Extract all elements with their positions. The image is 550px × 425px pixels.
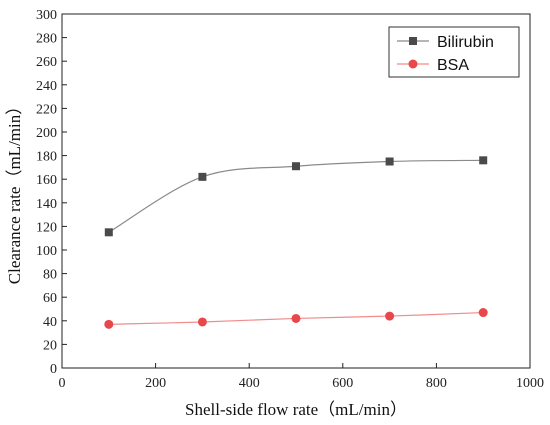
y-tick-label: 0	[50, 362, 57, 377]
y-tick-label: 60	[43, 291, 57, 306]
data-point-bilirubin	[292, 162, 300, 171]
y-tick-label: 220	[36, 102, 57, 117]
plot-frame	[61, 13, 531, 369]
data-point-bsa	[291, 313, 301, 323]
data-point-bsa	[385, 311, 395, 321]
y-axis-title: Clearance rate（mL/min）	[5, 98, 24, 284]
legend-items: Bilirubin BSA	[397, 34, 494, 74]
x-tick-label: 800	[426, 376, 447, 391]
series-layer	[104, 156, 488, 329]
legend-marker-bilirubin	[409, 37, 417, 45]
series-line-bilirubin	[108, 159, 484, 233]
y-tick-label: 20	[43, 338, 57, 353]
axis-ticks: 0 200 400 600 800 1000 0 20 40 60 80 100 120 140 160 18…	[36, 8, 544, 391]
y-tick-label: 300	[36, 8, 57, 23]
y-tick-label: 40	[43, 315, 57, 330]
x-axis-title: Shell-side flow rate（mL/min）	[185, 400, 407, 419]
legend-label-bilirubin: Bilirubin	[437, 34, 494, 51]
y-tick-label: 100	[36, 244, 57, 259]
y-tick-label: 120	[36, 220, 57, 235]
data-point-bilirubin	[479, 156, 488, 165]
legend-marker-bsa	[408, 59, 418, 69]
y-tick-label: 200	[36, 126, 57, 141]
y-tick-label: 80	[43, 268, 57, 283]
y-tick-label: 240	[36, 79, 57, 94]
data-point-bsa	[104, 319, 114, 329]
data-point-bilirubin	[385, 157, 394, 166]
legend: Bilirubin BSA	[388, 26, 520, 78]
legend-box	[388, 26, 520, 78]
y-tick-label: 180	[36, 150, 57, 165]
data-point-bsa	[478, 308, 488, 318]
y-tick-label: 160	[36, 173, 57, 188]
data-point-bilirubin	[104, 228, 113, 237]
x-tick-label: 1000	[516, 376, 544, 391]
y-tick-label: 260	[36, 55, 57, 70]
x-tick-label: 400	[239, 376, 260, 391]
x-tick-label: 200	[145, 376, 166, 391]
x-tick-label: 0	[59, 376, 66, 391]
data-point-bilirubin	[198, 172, 207, 181]
y-tick-label: 140	[36, 197, 57, 212]
y-tick-label: 280	[36, 32, 57, 47]
legend-label-bsa: BSA	[437, 57, 469, 74]
data-point-bsa	[197, 317, 207, 327]
x-tick-label: 600	[332, 376, 353, 391]
